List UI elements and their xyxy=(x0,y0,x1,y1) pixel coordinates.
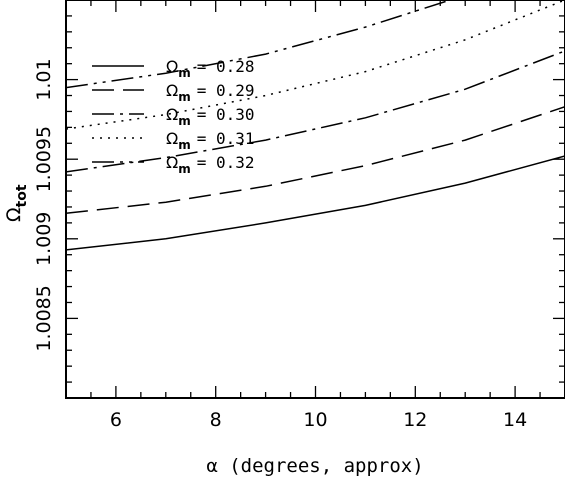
legend-label-1: Ωm = 0.28 xyxy=(166,57,255,80)
y-axis-label-sub: tot xyxy=(14,184,30,207)
legend-label-2: Ωm = 0.29 xyxy=(166,81,255,104)
legend-subscript: m xyxy=(178,162,191,176)
plot-frame xyxy=(65,0,565,399)
legend-symbol: Ω xyxy=(166,81,178,100)
series-line-1 xyxy=(66,155,565,251)
legend-label-4: Ωm = 0.31 xyxy=(166,129,255,152)
legend-label-5: Ωm = 0.32 xyxy=(166,153,255,176)
legend-symbol: Ω xyxy=(166,153,178,172)
legend-subscript: m xyxy=(178,66,191,80)
legend-subscript: m xyxy=(178,90,191,104)
tick-layer: 6 8 10 12 14 1.0085 1.009 1.0095 1.01 xyxy=(33,0,565,431)
series-line-2 xyxy=(66,105,565,215)
series-layer xyxy=(66,0,565,251)
series-line-3 xyxy=(66,50,565,173)
x-tick-label: 8 xyxy=(210,409,222,431)
legend-value: = 0.29 xyxy=(197,81,255,100)
legend-subscript: m xyxy=(178,114,191,128)
y-tick-label: 1.0095 xyxy=(33,126,55,192)
legend: Ωm = 0.28 Ωm = 0.29 Ωm = 0.30 Ωm = 0.31 Ωm = 0.32 xyxy=(92,57,255,176)
y-tick-label: 1.009 xyxy=(33,212,55,266)
y-tick-label: 1.0085 xyxy=(33,285,55,351)
series-line-4 xyxy=(66,0,565,130)
x-tick-label: 14 xyxy=(503,409,527,431)
x-tick-label: 10 xyxy=(303,409,327,431)
legend-symbol: Ω xyxy=(166,57,178,76)
y-axis-label: Ωtot xyxy=(3,184,30,222)
legend-value: = 0.31 xyxy=(197,129,255,148)
x-axis-label: α (degrees, approx) xyxy=(206,455,423,477)
legend-symbol: Ω xyxy=(166,105,178,124)
y-axis-label-main: Ω xyxy=(3,207,25,222)
legend-value: = 0.32 xyxy=(197,153,255,172)
x-tick-label: 12 xyxy=(403,409,427,431)
legend-label-3: Ωm = 0.30 xyxy=(166,105,255,128)
x-tick-label: 6 xyxy=(110,409,122,431)
y-tick-label: 1.01 xyxy=(33,58,55,100)
legend-value: = 0.28 xyxy=(197,57,255,76)
series-line-5 xyxy=(66,0,453,89)
legend-value: = 0.30 xyxy=(197,105,255,124)
legend-symbol: Ω xyxy=(166,129,178,148)
legend-subscript: m xyxy=(178,138,191,152)
